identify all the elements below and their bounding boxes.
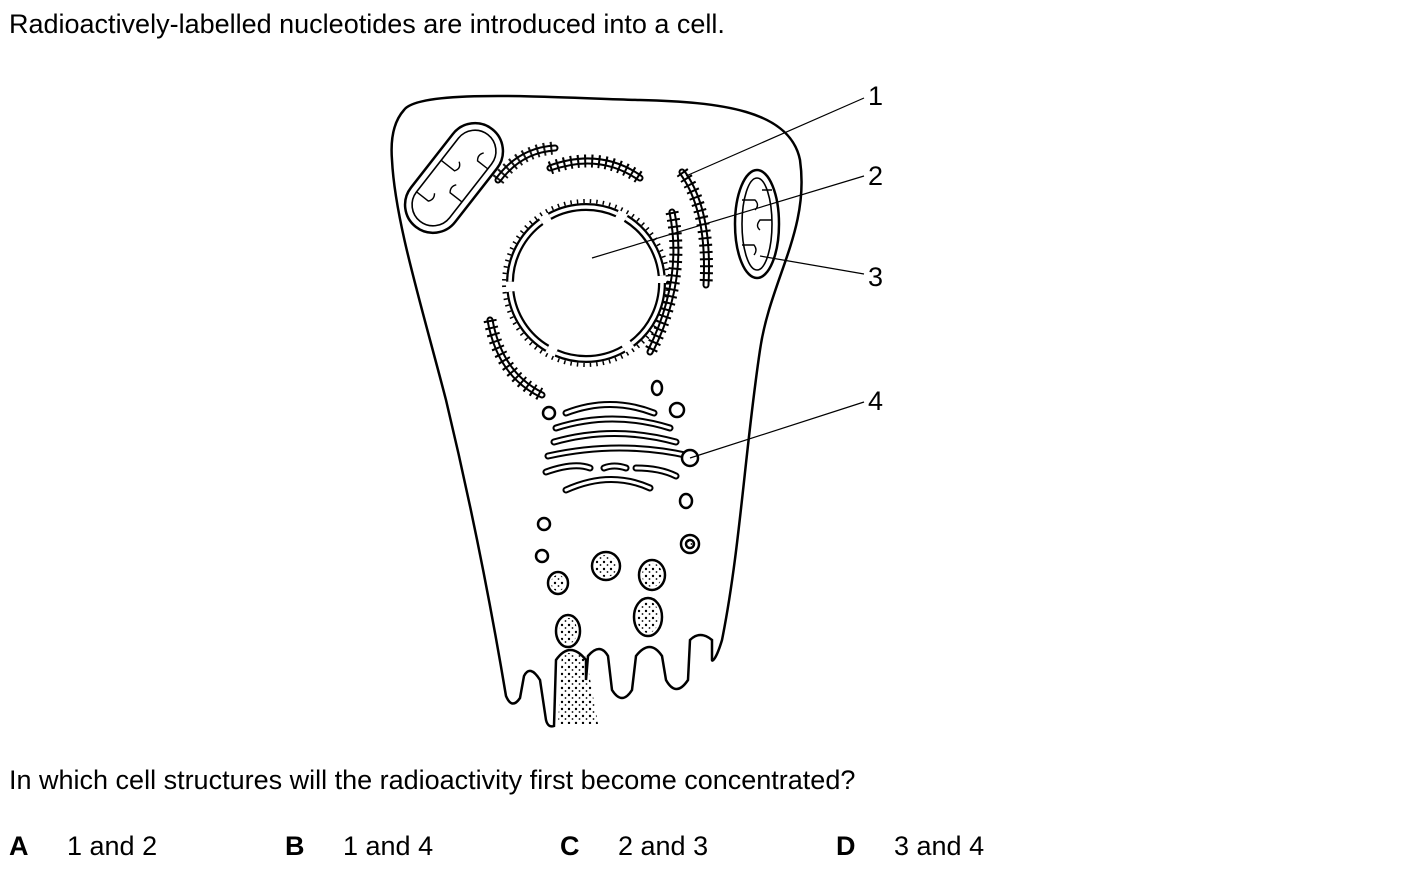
leader-lines [591,97,865,459]
option-letter: C [560,831,580,861]
secretory-granules [546,550,667,724]
golgi-apparatus [542,401,700,494]
option-c[interactable]: C 2 and 3 [560,828,708,864]
label-3: 3 [868,262,883,292]
vesicles [534,379,701,564]
cell-membrane [390,94,803,728]
option-d[interactable]: D 3 and 4 [836,828,984,864]
intro-text: Radioactively-labelled nucleotides are i… [9,9,725,39]
rough-er [483,141,713,401]
mitochondrion-right [733,168,781,280]
option-letter: B [285,831,305,861]
nuclear-envelope [502,199,670,367]
option-text: 1 and 4 [343,831,434,861]
option-text: 1 and 2 [67,831,158,861]
mitochondrion-left [403,121,505,235]
option-text: 2 and 3 [618,831,709,861]
label-4: 4 [868,386,883,416]
option-text: 3 and 4 [894,831,985,861]
option-a[interactable]: A 1 and 2 [9,828,157,864]
answer-options: A 1 and 2 B 1 and 4 C 2 and 3 D 3 and 4 [0,828,1421,868]
option-letter: D [836,831,856,861]
option-b[interactable]: B 1 and 4 [285,828,433,864]
label-1: 1 [868,81,883,111]
question-text: In which cell structures will the radioa… [9,765,856,795]
label-2: 2 [868,161,883,191]
option-letter: A [9,831,29,861]
